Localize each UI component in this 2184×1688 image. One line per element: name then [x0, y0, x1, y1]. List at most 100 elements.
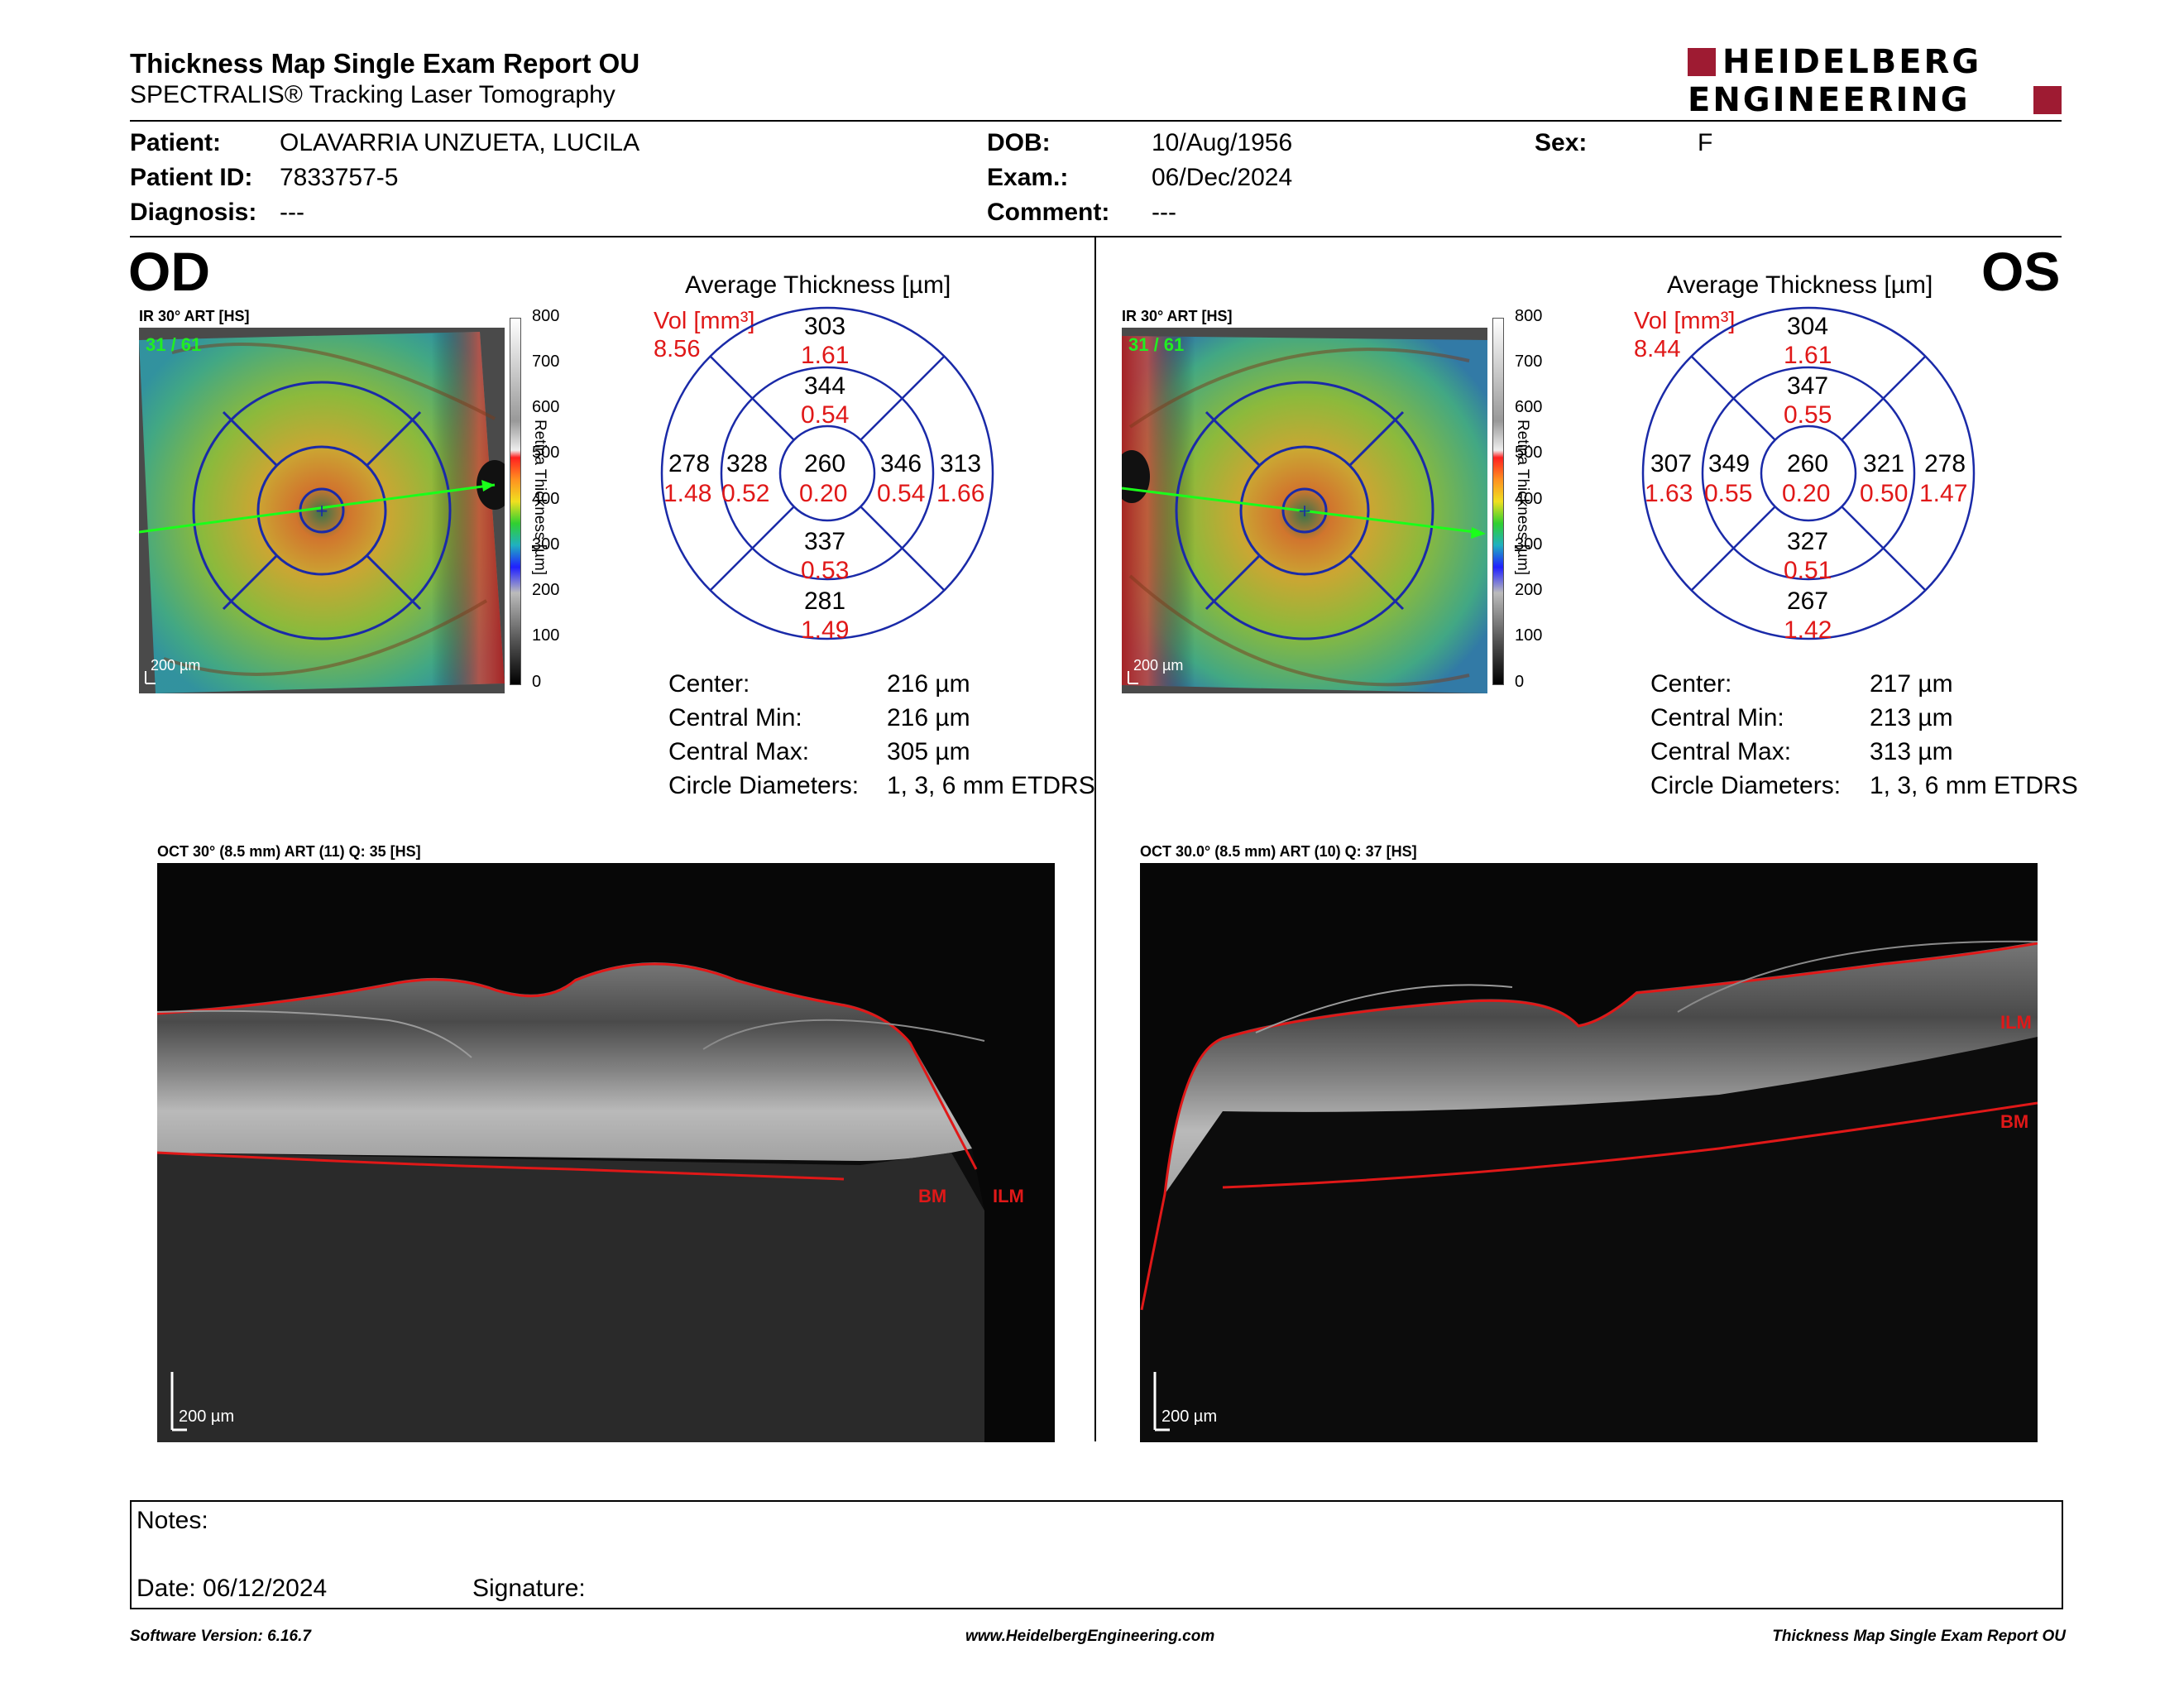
os-stat-value: 217 µm	[1870, 670, 1953, 698]
os-color-scale	[1492, 318, 1504, 685]
info-rule	[130, 236, 2062, 237]
os-oct-bm: BM	[2000, 1111, 2028, 1132]
logo-line2: ENGINEERING	[1688, 81, 1971, 119]
os-thickness-map: + 31 / 61 200 µm	[1122, 328, 1487, 693]
os-vol-label: Vol [mm³]	[1634, 308, 1736, 334]
os-inner-sup-vol: 0.55	[1784, 401, 1832, 429]
diagnosis-value: ---	[280, 199, 304, 226]
os-inner-temp-thk: 349	[1708, 450, 1751, 477]
od-outer-nas-vol: 1.66	[936, 480, 985, 507]
os-scale-tick: 400	[1515, 490, 1543, 508]
os-fundus-image: + 31 / 61 200 µm	[1122, 328, 1487, 693]
logo-square-bottom	[2033, 86, 2062, 114]
os-stat-label: Center:	[1650, 670, 1732, 698]
os-outer-temp-thk: 307	[1650, 450, 1693, 477]
os-scale-tick: 100	[1515, 626, 1543, 645]
os-scale-tick: 600	[1515, 398, 1543, 416]
os-scale-title: Retina Thickness [µm]	[1514, 420, 1531, 575]
od-scale-tick: 0	[532, 673, 542, 691]
exam-label: Exam.:	[987, 164, 1069, 191]
comment-label: Comment:	[987, 199, 1110, 226]
od-outer-inf-vol: 1.49	[801, 616, 850, 644]
patient-id-value: 7833757-5	[280, 164, 399, 191]
os-vol-value: 8.44	[1634, 336, 1681, 362]
os-center-thk: 260	[1787, 450, 1829, 477]
os-stat-label: Circle Diameters:	[1650, 772, 1842, 799]
os-outer-nas-thk: 278	[1924, 450, 1966, 477]
od-avg-title: Average Thickness [µm]	[685, 271, 951, 299]
eye-label-od: OD	[128, 241, 210, 302]
header-rule	[130, 120, 2062, 122]
od-stat-value: 216 µm	[887, 670, 970, 698]
od-vol-label: Vol [mm³]	[654, 308, 755, 334]
od-ir-label: IR 30° ART [HS]	[139, 308, 250, 324]
sex-label: Sex:	[1535, 129, 1588, 156]
od-oct-bscan: BM ILM 200 µm	[157, 863, 1055, 1442]
os-stat-label: Central Min:	[1650, 704, 1784, 731]
od-inner-inf-vol: 0.53	[801, 557, 850, 584]
os-scale-tick: 0	[1515, 673, 1525, 691]
os-inner-sup-thk: 347	[1787, 372, 1829, 400]
od-scale-tick: 400	[532, 490, 560, 508]
od-center-thk: 260	[804, 450, 846, 477]
od-outer-sup-thk: 303	[804, 313, 846, 340]
notes-signature: Signature:	[472, 1575, 586, 1602]
od-outer-nas-thk: 313	[940, 450, 982, 477]
od-inner-nas-thk: 346	[880, 450, 922, 477]
os-oct-bscan: ILM BM 200 µm	[1140, 863, 2038, 1442]
os-avg-title: Average Thickness [µm]	[1667, 271, 1933, 299]
os-scale-tick: 700	[1515, 352, 1543, 371]
od-etdrs-grid	[660, 306, 994, 640]
od-outer-temp-vol: 1.48	[663, 480, 712, 507]
os-center-vol: 0.20	[1782, 480, 1831, 507]
sex-value: F	[1698, 129, 1713, 156]
od-center-vol: 0.20	[799, 480, 848, 507]
os-inner-inf-thk: 327	[1787, 528, 1829, 555]
od-inner-sup-thk: 344	[804, 372, 846, 400]
od-outer-inf-thk: 281	[804, 587, 846, 615]
od-stat-label: Circle Diameters:	[668, 772, 860, 799]
od-scale-tick: 100	[532, 626, 560, 645]
os-scale-tick: 800	[1515, 307, 1543, 325]
logo-line1: HEIDELBERG	[1722, 43, 1982, 81]
os-inner-nas-vol: 0.50	[1860, 480, 1909, 507]
od-ir-scalebar: 200 µm	[151, 657, 200, 674]
od-oct-ilm: ILM	[993, 1186, 1024, 1206]
svg-text:+: +	[315, 501, 329, 520]
od-oct-label: OCT 30° (8.5 mm) ART (11) Q: 35 [HS]	[157, 843, 421, 860]
diagnosis-label: Diagnosis:	[130, 199, 257, 226]
od-outer-temp-thk: 278	[668, 450, 711, 477]
os-outer-nas-vol: 1.47	[1919, 480, 1968, 507]
os-outer-temp-vol: 1.63	[1645, 480, 1693, 507]
od-scale-tick: 500	[532, 444, 560, 462]
report-title: Thickness Map Single Exam Report OU	[130, 48, 640, 79]
dob-value: 10/Aug/1956	[1152, 129, 1293, 156]
os-inner-temp-vol: 0.55	[1704, 480, 1753, 507]
od-stat-value: 1, 3, 6 mm ETDRS	[887, 772, 1095, 799]
od-oct-scalebar: 200 µm	[179, 1407, 234, 1426]
os-outer-inf-thk: 267	[1787, 587, 1829, 615]
od-scale-tick: 800	[532, 307, 560, 325]
patient-label: Patient:	[130, 129, 222, 156]
od-scale-tick: 200	[532, 581, 560, 599]
os-scale-tick: 200	[1515, 581, 1543, 599]
od-inner-temp-vol: 0.52	[721, 480, 770, 507]
od-stat-label: Central Min:	[668, 704, 802, 731]
os-stat-value: 313 µm	[1870, 738, 1953, 765]
od-color-scale	[510, 318, 521, 685]
od-scale-tick: 300	[532, 535, 560, 554]
exam-value: 06/Dec/2024	[1152, 164, 1293, 191]
center-divider	[1094, 237, 1096, 1441]
footer-website-link[interactable]: www.HeidelbergEngineering.com	[965, 1628, 1215, 1645]
od-fundus-image: + 31 / 61 200 µm	[139, 328, 505, 693]
eye-label-os: OS	[1981, 241, 2061, 302]
od-inner-inf-thk: 337	[804, 528, 846, 555]
os-etdrs-grid	[1641, 306, 1976, 640]
od-scale-tick: 600	[532, 398, 560, 416]
os-outer-sup-thk: 304	[1787, 313, 1829, 340]
notes-box[interactable]: Notes: Date: 06/12/2024 Signature:	[130, 1500, 2063, 1609]
os-scale-tick: 300	[1515, 535, 1543, 554]
os-stat-label: Central Max:	[1650, 738, 1792, 765]
footer-report-name: Thickness Map Single Exam Report OU	[1772, 1628, 2066, 1645]
od-ir-counter: 31 / 61	[146, 334, 201, 355]
